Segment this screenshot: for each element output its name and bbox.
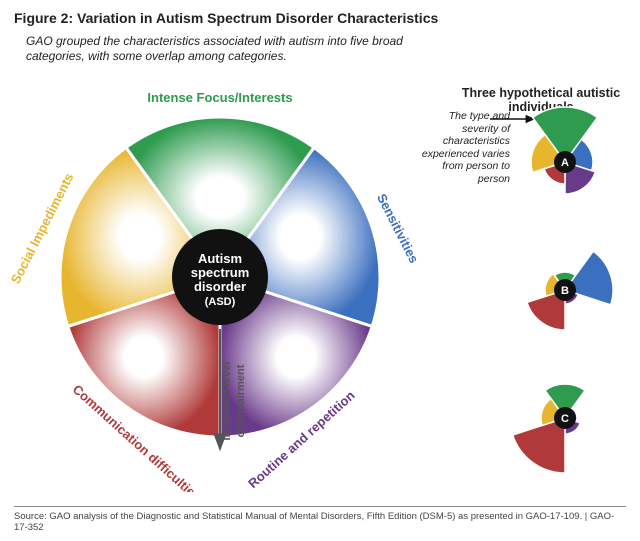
center-label: (ASD)	[205, 296, 236, 308]
center-label: Autism	[198, 251, 242, 266]
center-label: disorder	[194, 279, 246, 294]
main-wheel: Increased levelof impairment Autismspectr…	[0, 62, 440, 492]
individual-wheel-C: C	[490, 358, 640, 478]
impairment-label-2: of impairment	[235, 364, 247, 437]
mini-B-label: B	[561, 285, 569, 297]
sector-label-green: Intense Focus/Interests	[147, 90, 292, 105]
mini-C-sector-red	[513, 418, 565, 473]
figure-source: Source: GAO analysis of the Diagnostic a…	[14, 506, 626, 533]
figure-subtitle: GAO grouped the characteristics associat…	[26, 34, 446, 64]
impairment-label-1: Increased level	[221, 362, 233, 441]
individual-wheel-A: A	[490, 102, 640, 222]
mini-A-label: A	[561, 157, 569, 169]
figure-title: Figure 2: Variation in Autism Spectrum D…	[14, 10, 626, 26]
sector-label-blue: Sensitivities	[374, 191, 422, 265]
mini-C-label: C	[561, 413, 569, 425]
center-label: spectrum	[191, 265, 250, 280]
individual-wheel-B: B	[490, 230, 640, 350]
